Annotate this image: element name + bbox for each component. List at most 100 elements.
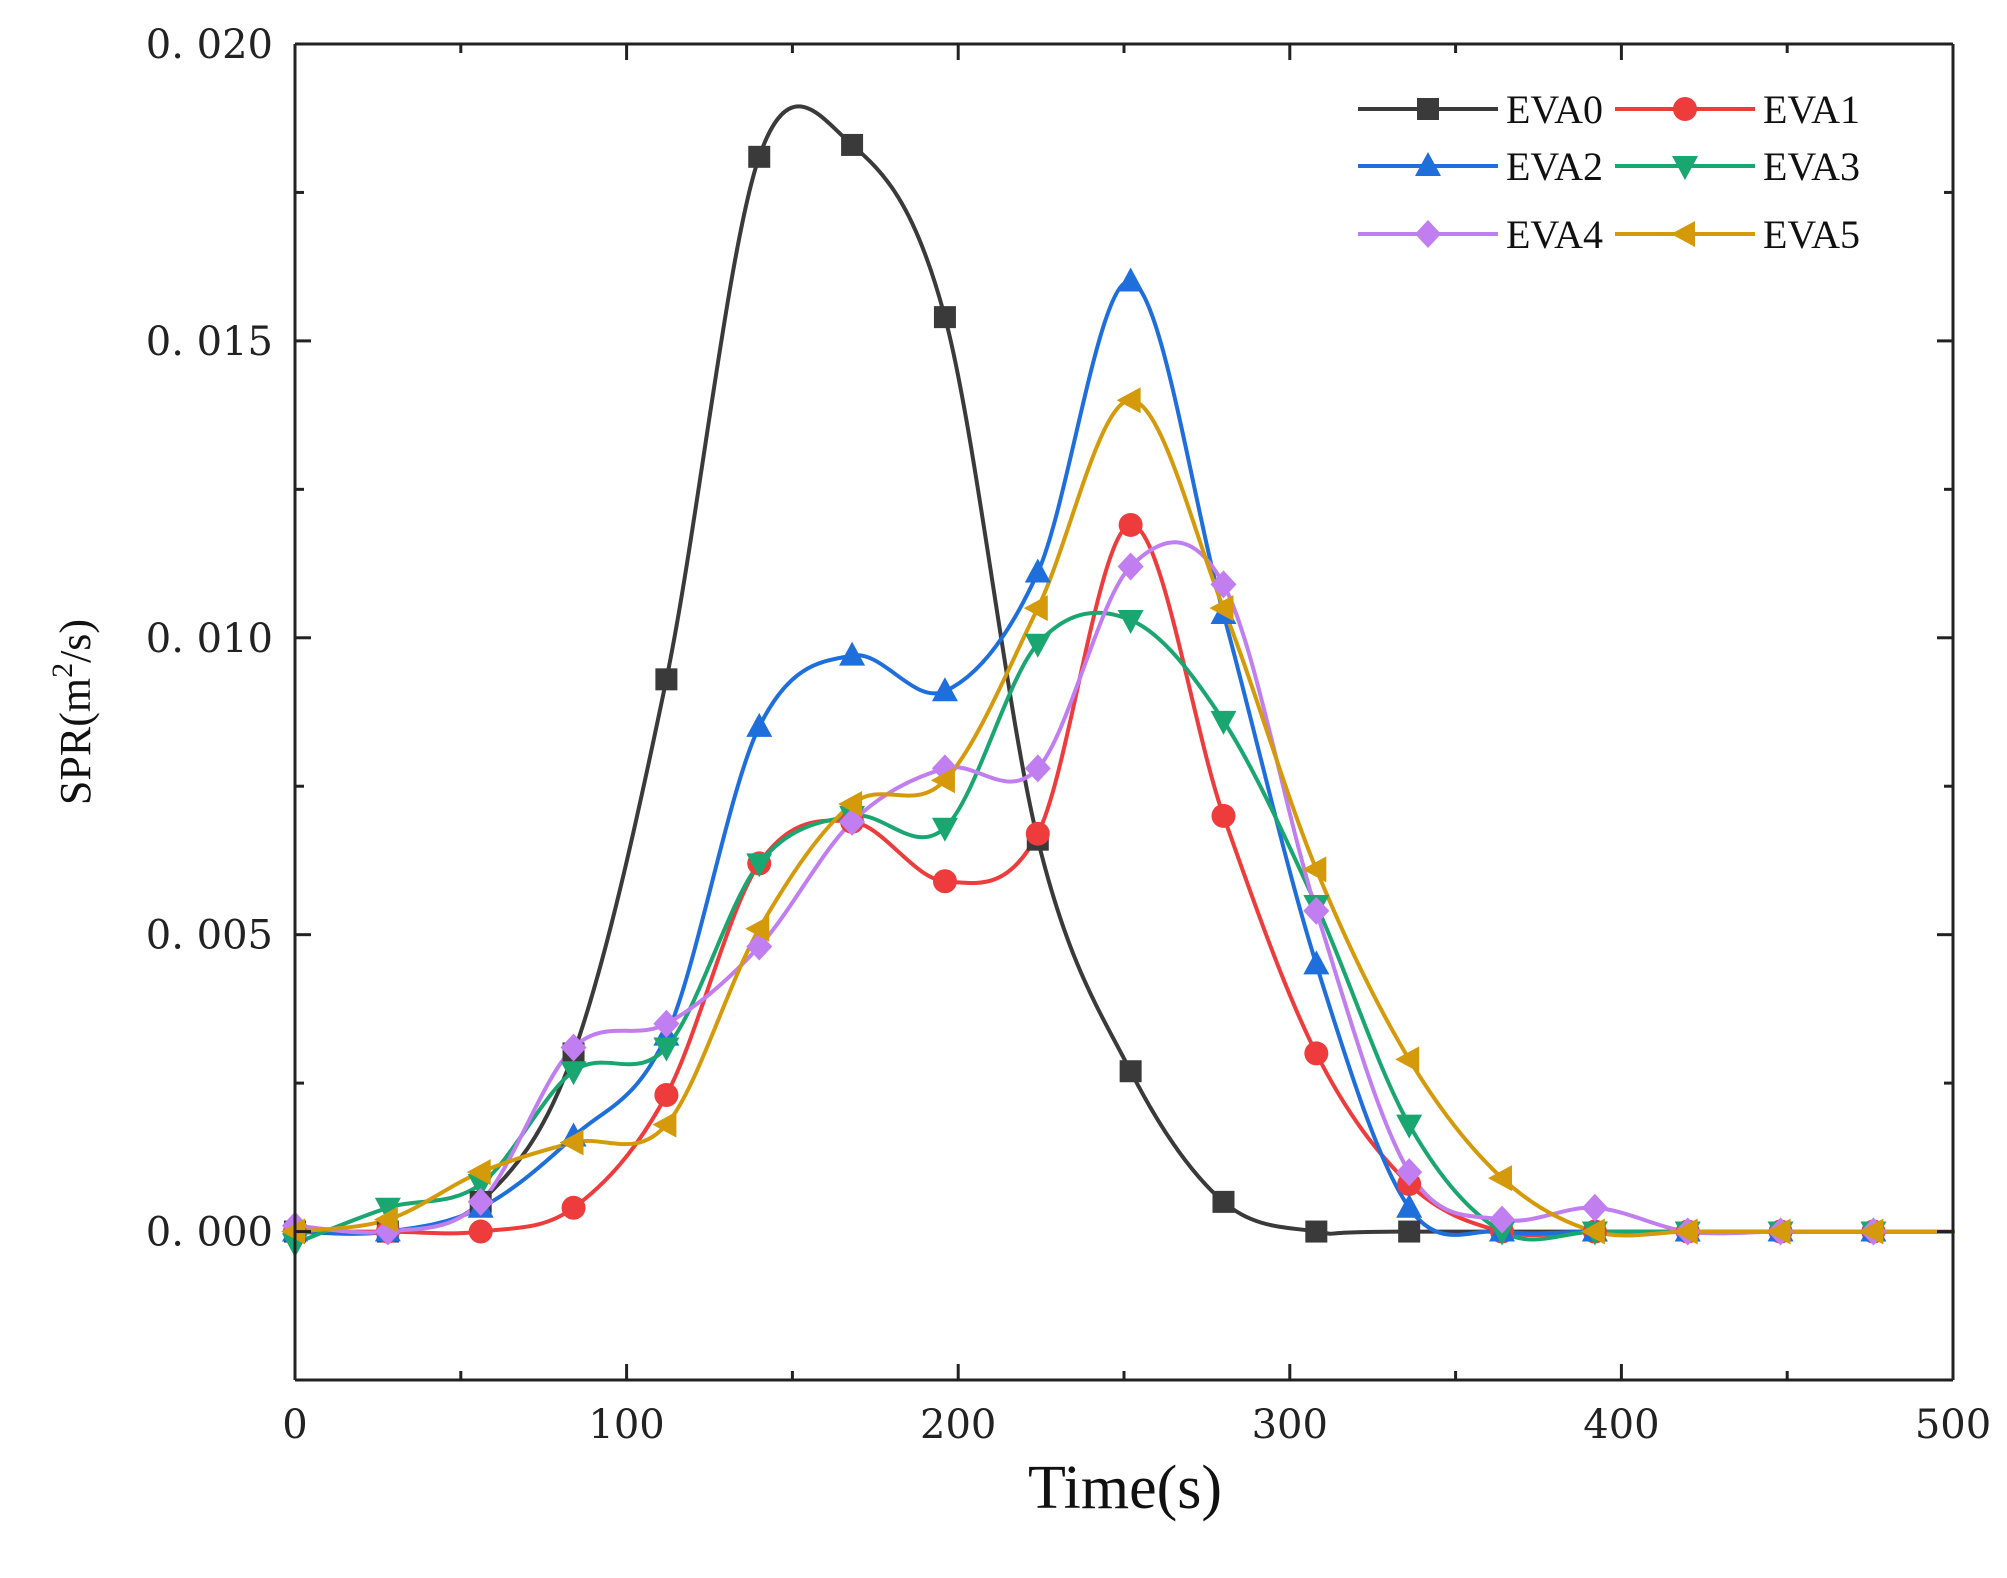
data-point-eva5 bbox=[745, 915, 770, 942]
data-point-eva2 bbox=[1396, 1193, 1423, 1218]
legend-item-eva2: EVA2 bbox=[1358, 144, 1603, 189]
legend-label: EVA0 bbox=[1506, 87, 1603, 132]
y-tick-label: 0. 000 bbox=[146, 1210, 273, 1256]
data-point-eva3 bbox=[746, 853, 773, 878]
data-point-eva4 bbox=[1210, 570, 1237, 599]
data-point-eva4 bbox=[1489, 1205, 1516, 1234]
data-point-eva0 bbox=[841, 133, 864, 156]
data-point-eva5 bbox=[559, 1129, 584, 1156]
legend-item-eva3: EVA3 bbox=[1615, 144, 1860, 189]
y-axis-label-superscript: 2 bbox=[46, 663, 79, 678]
legend-marker bbox=[1673, 97, 1697, 121]
legend-marker bbox=[1415, 220, 1441, 248]
data-point-eva2 bbox=[1303, 950, 1330, 975]
legend-label: EVA5 bbox=[1763, 212, 1860, 257]
data-point-eva2 bbox=[1117, 267, 1144, 292]
data-point-eva5 bbox=[930, 767, 955, 794]
data-point-eva4 bbox=[1024, 754, 1051, 783]
data-point-eva1 bbox=[1118, 512, 1143, 537]
data-point-eva3 bbox=[1117, 609, 1144, 634]
legend-item-eva5: EVA5 bbox=[1615, 212, 1860, 257]
data-point-eva2 bbox=[1024, 558, 1051, 583]
data-point-eva0 bbox=[1305, 1220, 1328, 1243]
x-tick-label: 500 bbox=[1915, 1402, 1991, 1448]
data-point-eva3 bbox=[931, 817, 958, 842]
data-point-eva0 bbox=[655, 668, 678, 691]
data-point-eva4 bbox=[467, 1187, 494, 1216]
data-point-eva5 bbox=[281, 1218, 305, 1245]
axes bbox=[293, 42, 1955, 1382]
data-point-eva4 bbox=[560, 1033, 587, 1062]
data-point-eva0 bbox=[748, 145, 771, 168]
data-point-eva5 bbox=[1209, 595, 1234, 622]
series-markers bbox=[281, 133, 1887, 1258]
legend: EVA0 EVA1 EVA2 EVA3 EVA4 EVA5 bbox=[1358, 87, 1860, 257]
data-point-eva4 bbox=[1303, 896, 1330, 925]
data-point-eva1 bbox=[1211, 803, 1236, 828]
y-tick-label: 0. 015 bbox=[146, 319, 273, 365]
data-point-eva5 bbox=[1673, 1218, 1698, 1245]
data-point-eva3 bbox=[1210, 710, 1237, 735]
data-point-eva5 bbox=[1302, 856, 1327, 883]
data-point-eva3 bbox=[560, 1061, 587, 1086]
legend-label: EVA1 bbox=[1763, 87, 1860, 132]
legend-item-eva4: EVA4 bbox=[1358, 212, 1603, 257]
legend-label: EVA3 bbox=[1763, 144, 1860, 189]
data-point-eva5 bbox=[466, 1159, 491, 1186]
data-point-eva2 bbox=[839, 641, 866, 666]
data-point-eva5 bbox=[1580, 1218, 1605, 1245]
y-axis-label-tail: /s) bbox=[51, 619, 100, 663]
data-point-eva5 bbox=[1859, 1218, 1884, 1245]
x-tick-label: 0 bbox=[282, 1402, 307, 1448]
legend-item-eva1: EVA1 bbox=[1615, 87, 1860, 132]
data-point-eva1 bbox=[561, 1195, 586, 1220]
data-point-eva5 bbox=[1395, 1046, 1420, 1073]
data-point-eva5 bbox=[1116, 387, 1141, 414]
data-point-eva4 bbox=[1396, 1158, 1423, 1187]
data-point-eva2 bbox=[931, 677, 958, 702]
data-point-eva5 bbox=[652, 1111, 677, 1138]
data-point-eva2 bbox=[746, 712, 773, 737]
data-point-eva3 bbox=[653, 1037, 680, 1062]
y-tick-label: 0. 005 bbox=[146, 913, 273, 959]
data-point-eva1 bbox=[1025, 821, 1050, 846]
data-point-eva0 bbox=[933, 306, 956, 329]
x-tick-label: 100 bbox=[588, 1402, 664, 1448]
x-tick-label: 200 bbox=[920, 1402, 996, 1448]
y-axis-label-base: SPR(m bbox=[51, 678, 100, 805]
data-point-eva1 bbox=[1304, 1041, 1329, 1066]
series-line-eva1 bbox=[293, 522, 1955, 1238]
data-point-eva3 bbox=[374, 1197, 401, 1222]
data-point-eva4 bbox=[1117, 552, 1144, 581]
data-point-eva3 bbox=[1024, 633, 1051, 658]
data-point-eva3 bbox=[1396, 1114, 1423, 1139]
data-point-eva1 bbox=[468, 1219, 493, 1244]
data-point-eva0 bbox=[1398, 1220, 1421, 1243]
y-tick-label: 0. 010 bbox=[146, 616, 273, 662]
legend-item-eva0: EVA0 bbox=[1358, 87, 1603, 132]
legend-marker bbox=[1671, 221, 1695, 247]
legend-label: EVA4 bbox=[1506, 212, 1603, 257]
legend-label: EVA2 bbox=[1506, 144, 1603, 189]
x-tick-label: 300 bbox=[1252, 1402, 1328, 1448]
data-point-eva5 bbox=[1766, 1218, 1791, 1245]
data-point-eva5 bbox=[373, 1206, 398, 1233]
data-point-eva5 bbox=[838, 791, 863, 818]
data-point-eva0 bbox=[1119, 1060, 1142, 1083]
series-line-eva4 bbox=[293, 540, 1955, 1236]
data-point-eva4 bbox=[653, 1009, 680, 1038]
data-point-eva5 bbox=[1023, 595, 1048, 622]
legend-marker bbox=[1417, 98, 1439, 120]
y-tick-label: 0. 020 bbox=[146, 22, 273, 68]
legend-marker bbox=[1672, 156, 1698, 180]
data-point-eva0 bbox=[1212, 1190, 1235, 1213]
x-axis-label: Time(s) bbox=[1028, 1454, 1222, 1522]
legend-marker bbox=[1415, 152, 1441, 176]
data-point-eva1 bbox=[932, 869, 957, 894]
data-point-eva5 bbox=[1488, 1165, 1513, 1192]
data-point-eva1 bbox=[654, 1082, 679, 1107]
x-tick-label: 400 bbox=[1583, 1402, 1659, 1448]
y-axis-label: SPR(m2/s) bbox=[46, 619, 100, 805]
data-point-eva4 bbox=[1581, 1193, 1608, 1222]
